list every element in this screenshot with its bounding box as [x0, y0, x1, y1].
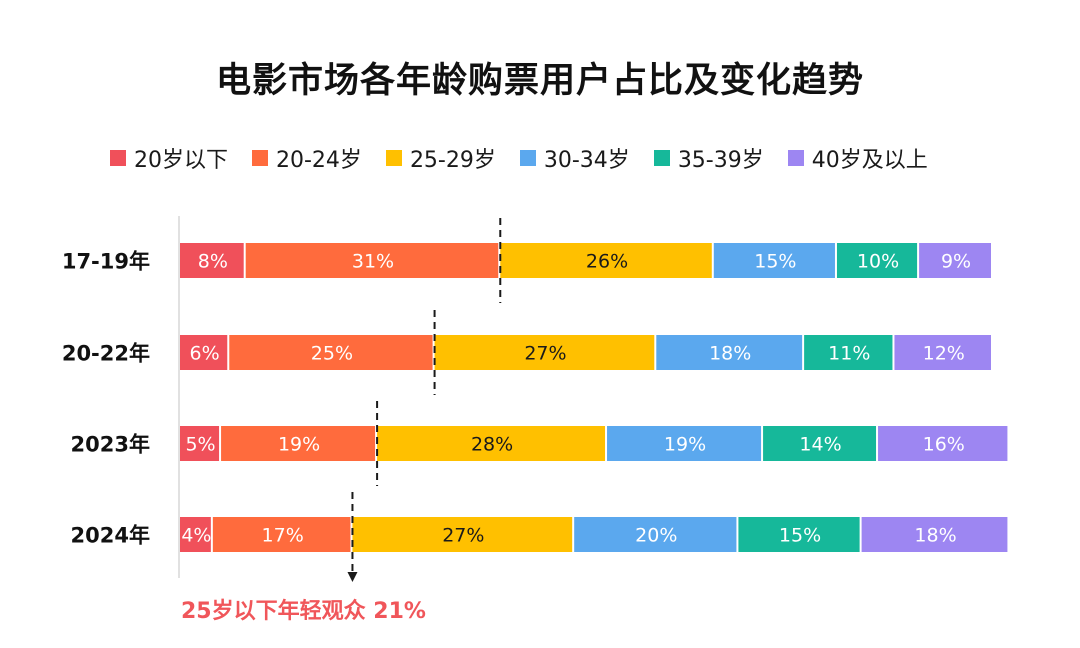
bar-segment [229, 335, 433, 370]
legend-swatch [653, 150, 670, 166]
value-label: 16% [923, 434, 965, 456]
value-label: 6% [190, 343, 220, 365]
bar-segment [245, 243, 499, 278]
category-label: 17-19年 [62, 250, 150, 274]
annotation-note: 25岁以下年轻观众 21% [181, 599, 426, 624]
bar-segment [804, 335, 893, 370]
legend-label: 20-24岁 [276, 148, 362, 173]
bar-segment [434, 335, 655, 370]
bar-segment [861, 517, 1008, 552]
bar-segment [377, 426, 606, 461]
bar-segment [574, 517, 737, 552]
value-label: 9% [941, 251, 971, 273]
value-label: 27% [442, 525, 484, 547]
bar-segment [212, 517, 351, 552]
value-label: 28% [471, 434, 513, 456]
legend-label: 35-39岁 [677, 148, 764, 173]
legend-swatch [110, 150, 126, 166]
legend-label: 20岁以下 [134, 148, 228, 173]
value-label: 8% [198, 251, 228, 273]
bar-segment [180, 243, 244, 278]
legend-item: 30-34岁 [519, 142, 630, 174]
legend-swatch [787, 150, 804, 166]
bar-segment [180, 517, 211, 552]
chart-legend: 20岁以下 20-24岁 25-29岁 30-34岁 35-39岁 40岁及以上 [110, 141, 928, 175]
bar-segment [836, 243, 918, 278]
legend-label: 30-34岁 [543, 148, 630, 173]
bar-segment [500, 243, 712, 278]
category-label: 2024年 [71, 524, 150, 548]
legend-swatch [519, 150, 536, 166]
value-label: 15% [779, 525, 821, 547]
legend-label: 25-29岁 [409, 148, 496, 173]
category-label: 2023年 [71, 433, 150, 457]
legend-swatch [385, 150, 402, 166]
bar-segment [607, 426, 762, 461]
arrow-head [347, 572, 358, 582]
value-label: 18% [914, 525, 956, 547]
bar-segment [180, 335, 228, 370]
value-label: 14% [799, 434, 841, 456]
legend-item: 20-24岁 [252, 142, 362, 174]
value-label: 31% [352, 251, 394, 273]
legend-item: 25-29岁 [385, 142, 496, 174]
legend-label: 40岁及以上 [811, 148, 928, 173]
value-label: 19% [664, 434, 706, 456]
value-label: 25% [311, 343, 353, 365]
bar-segment [221, 426, 376, 461]
legend-swatch [252, 150, 268, 166]
value-label: 26% [586, 251, 628, 273]
bar-segment [894, 335, 991, 370]
bar-segment [738, 517, 860, 552]
value-label: 10% [857, 251, 899, 273]
value-label: 17% [262, 525, 304, 547]
value-label: 19% [278, 434, 320, 456]
bar-segment [180, 426, 220, 461]
bar-segment [878, 426, 1008, 461]
bar-segment [352, 517, 573, 552]
value-label: 4% [181, 525, 211, 547]
value-label: 15% [754, 251, 796, 273]
value-label: 27% [524, 343, 566, 365]
value-label: 20% [635, 525, 677, 547]
value-label: 5% [185, 434, 215, 456]
bar-segment [713, 243, 835, 278]
bar-segment [919, 243, 991, 278]
legend-item: 35-39岁 [653, 142, 764, 174]
bar-segment [763, 426, 877, 461]
value-label: 18% [709, 343, 751, 365]
legend-item: 40岁及以上 [787, 142, 928, 174]
chart-title: 电影市场各年龄购票用户占比及变化趋势 [215, 61, 864, 101]
category-label: 20-22年 [62, 342, 150, 366]
bar-segment [656, 335, 803, 370]
value-label: 11% [828, 343, 870, 365]
value-label: 12% [923, 343, 965, 365]
legend-item: 20岁以下 [110, 142, 228, 174]
